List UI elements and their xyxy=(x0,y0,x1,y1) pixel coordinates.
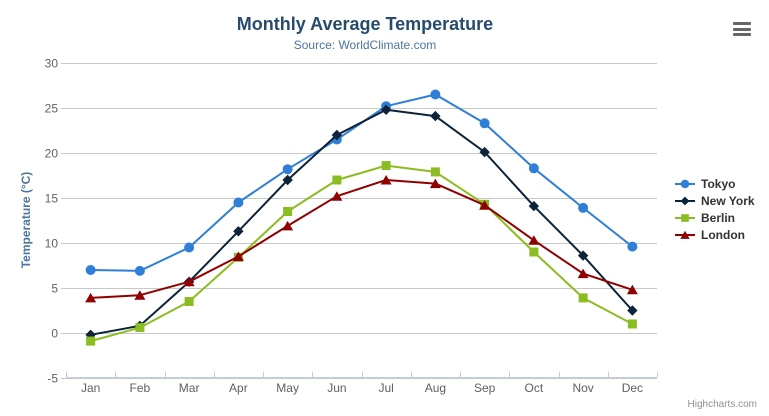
data-point-marker[interactable] xyxy=(528,235,540,245)
data-point-marker[interactable] xyxy=(380,104,392,115)
data-point-marker[interactable] xyxy=(680,179,690,188)
data-point-marker[interactable] xyxy=(85,265,96,275)
legend-item-tokyo[interactable]: Tokyo xyxy=(674,175,755,192)
y-axis-label: 25 xyxy=(45,102,59,116)
x-axis-label: Jan xyxy=(81,381,100,395)
data-point-marker[interactable] xyxy=(430,167,440,177)
data-point-marker[interactable] xyxy=(283,207,293,216)
data-point-marker[interactable] xyxy=(626,284,638,295)
data-point-marker[interactable] xyxy=(680,196,690,205)
legend-label: New York xyxy=(701,193,755,208)
berlin-square-marker-icon xyxy=(675,213,695,222)
data-point-marker[interactable] xyxy=(430,89,441,100)
data-point-marker[interactable] xyxy=(529,247,539,257)
series-tokyo[interactable] xyxy=(85,89,638,276)
x-axis-label: Sep xyxy=(474,381,496,395)
data-point-marker[interactable] xyxy=(577,250,589,261)
data-point-marker[interactable] xyxy=(627,305,638,316)
x-axis-label: Aug xyxy=(425,381,446,395)
x-axis-label: Feb xyxy=(130,381,151,395)
x-axis-label: Oct xyxy=(525,381,544,395)
data-point-marker[interactable] xyxy=(135,323,145,333)
data-point-marker[interactable] xyxy=(578,202,589,213)
y-axis-label: -5 xyxy=(47,372,58,386)
y-axis-label: 0 xyxy=(51,327,58,341)
data-point-marker[interactable] xyxy=(479,200,491,210)
x-axis-label: Dec xyxy=(622,381,643,395)
legend-item-berlin[interactable]: Berlin xyxy=(674,209,755,226)
data-point-marker[interactable] xyxy=(282,220,294,231)
data-point-marker[interactable] xyxy=(479,146,490,158)
data-point-marker[interactable] xyxy=(282,164,293,175)
london-triangle-marker-icon xyxy=(675,230,695,239)
data-point-marker[interactable] xyxy=(528,163,539,174)
data-point-marker[interactable] xyxy=(578,293,588,303)
new-york-diamond-marker-icon xyxy=(675,196,695,205)
x-axis-label: Jun xyxy=(327,381,346,395)
data-point-marker[interactable] xyxy=(479,118,490,129)
data-point-marker[interactable] xyxy=(134,265,145,276)
data-point-marker[interactable] xyxy=(233,197,244,208)
data-point-marker[interactable] xyxy=(577,268,589,279)
y-axis-label: 30 xyxy=(45,57,59,71)
data-point-marker[interactable] xyxy=(85,292,97,303)
legend-item-new-york[interactable]: New York xyxy=(674,192,755,209)
data-point-marker[interactable] xyxy=(331,129,343,141)
y-axis-label: 15 xyxy=(45,192,59,206)
x-axis-label: Apr xyxy=(229,381,248,395)
data-point-marker[interactable] xyxy=(381,161,391,171)
data-point-marker[interactable] xyxy=(183,276,195,287)
credits-link[interactable]: Highcharts.com xyxy=(687,399,757,410)
x-axis-label: May xyxy=(276,381,299,395)
data-point-marker[interactable] xyxy=(627,319,637,329)
legend-item-london[interactable]: London xyxy=(674,226,755,243)
data-point-marker[interactable] xyxy=(680,230,690,239)
series-new-york[interactable] xyxy=(85,104,638,340)
data-point-marker[interactable] xyxy=(331,191,343,201)
data-point-marker[interactable] xyxy=(86,336,96,346)
data-point-marker[interactable] xyxy=(681,213,689,222)
legend-label: Berlin xyxy=(701,210,736,225)
y-axis-label: 20 xyxy=(45,147,59,161)
data-point-marker[interactable] xyxy=(380,175,392,185)
data-point-marker[interactable] xyxy=(232,251,244,262)
data-point-marker[interactable] xyxy=(627,241,638,252)
data-point-marker[interactable] xyxy=(332,175,342,185)
legend-label: London xyxy=(701,227,745,242)
y-axis-label: 5 xyxy=(51,282,58,296)
data-point-marker[interactable] xyxy=(184,242,195,253)
hamburger-menu-icon xyxy=(733,22,751,36)
legend: Tokyo New York Berlin London xyxy=(674,175,755,243)
x-axis-label: Mar xyxy=(179,381,200,395)
data-point-marker[interactable] xyxy=(184,297,194,306)
data-point-marker[interactable] xyxy=(233,226,244,237)
data-point-marker[interactable] xyxy=(429,178,441,189)
series-line xyxy=(89,164,634,343)
series-london[interactable] xyxy=(85,175,638,303)
data-point-marker[interactable] xyxy=(528,200,540,212)
series-line xyxy=(89,179,634,299)
tokyo-circle-marker-icon xyxy=(675,179,695,188)
chart-subtitle: Source: WorldClimate.com xyxy=(293,38,437,52)
legend-label: Tokyo xyxy=(701,176,736,191)
data-point-marker[interactable] xyxy=(134,290,146,300)
series-line xyxy=(89,93,634,272)
data-point-marker[interactable] xyxy=(430,110,441,122)
export-menu-button[interactable] xyxy=(732,21,752,37)
x-axis-label: Jul xyxy=(378,381,393,395)
series-line xyxy=(89,108,634,336)
data-point-marker[interactable] xyxy=(282,174,293,186)
y-axis-label: 10 xyxy=(45,237,59,251)
chart-title: Monthly Average Temperature xyxy=(236,14,494,34)
x-axis-label: Nov xyxy=(572,381,593,395)
